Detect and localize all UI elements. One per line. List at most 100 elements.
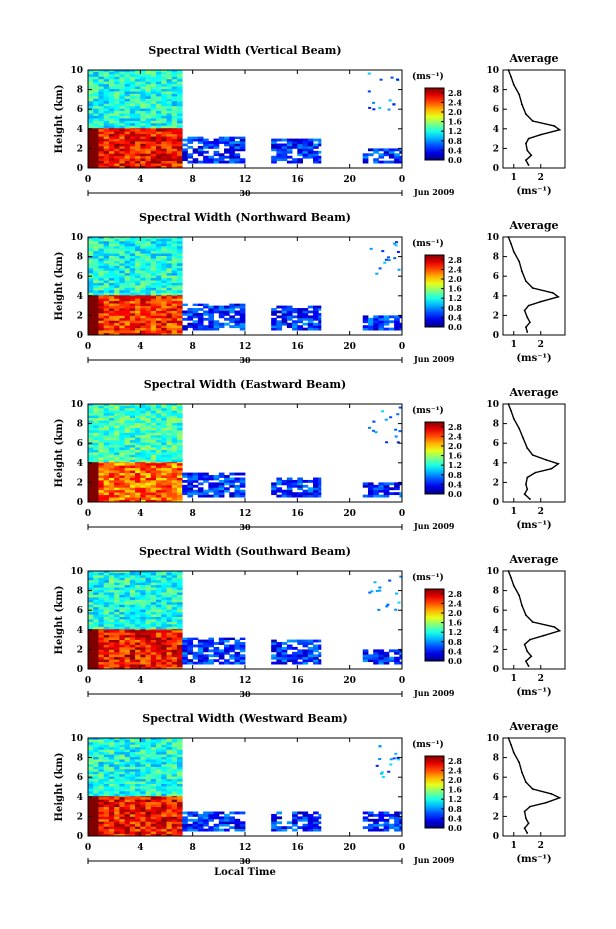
heatmap-cell (213, 651, 220, 655)
heatmap-cell (129, 818, 136, 822)
heatmap-cell (129, 427, 136, 431)
heatmap-cell (156, 308, 162, 311)
heatmap-cell (171, 664, 178, 667)
heatmap-cell (140, 584, 146, 588)
heatmap-cell (93, 272, 99, 276)
heatmap-cell (98, 282, 105, 286)
heatmap-cell (135, 614, 141, 617)
heatmap-cell (171, 749, 178, 753)
heatmap-cell (302, 312, 309, 316)
heatmap-cell (129, 823, 136, 827)
heatmap-cell (145, 105, 152, 109)
heatmap-cell (108, 781, 115, 784)
heatmap-cell (145, 462, 152, 466)
heatmap-cell (114, 141, 120, 144)
average-y-tick-label: 6 (493, 272, 499, 282)
heatmap-cell (124, 404, 131, 406)
heatmap-cell (140, 494, 146, 498)
heatmap-cell (373, 150, 379, 154)
heatmap-cell (229, 305, 235, 309)
heatmap-cell (129, 778, 136, 782)
heatmap-cell (150, 405, 157, 409)
heatmap-cell (129, 308, 136, 311)
heatmap-cell (176, 614, 183, 617)
heatmap-cell (103, 637, 110, 640)
heatmap-cell (150, 467, 157, 471)
heatmap-cell (124, 88, 131, 92)
heatmap-cell (114, 642, 120, 645)
heatmap-cell (135, 788, 141, 792)
heatmap-cell (108, 571, 115, 573)
heatmap-cell (166, 793, 173, 797)
heatmap-cell (135, 482, 141, 486)
heatmap-cell (93, 646, 99, 650)
heatmap-cell (98, 243, 105, 247)
heatmap-cell (166, 253, 173, 257)
heatmap-cell (229, 320, 235, 324)
heatmap-cell (378, 649, 385, 653)
heatmap-cell (156, 310, 162, 314)
heatmap-cell (166, 285, 173, 288)
heatmap-cell (124, 664, 131, 667)
heatmap-cell (98, 452, 105, 455)
heatmap-cell (103, 237, 110, 239)
heatmap-cell (135, 783, 141, 787)
heatmap-cell (176, 88, 183, 92)
heatmap-cell (103, 95, 110, 99)
heatmap-cell (103, 289, 110, 293)
heatmap-cell (135, 821, 141, 825)
heatmap-cell (119, 404, 126, 406)
heatmap-cell (108, 771, 115, 775)
heatmap-cell (171, 811, 178, 815)
heatmap-cell (124, 497, 131, 500)
heatmap-cell (119, 497, 126, 500)
heatmap-cell (88, 751, 94, 755)
heatmap-cell (129, 761, 136, 765)
heatmap-cell (150, 415, 157, 419)
heatmap-cell (271, 489, 277, 493)
heatmap-cell (375, 272, 379, 275)
heatmap-cell (103, 437, 110, 441)
heatmap-cell (156, 644, 162, 648)
heatmap-cell (93, 163, 99, 166)
heatmap-cell (150, 410, 157, 414)
heatmap-cell (98, 315, 105, 319)
heatmap-cell (399, 315, 403, 319)
heatmap-cell (161, 596, 167, 600)
heatmap-cell (171, 265, 178, 269)
heatmap-cell (88, 98, 94, 102)
heatmap-cell (108, 656, 115, 660)
heatmap-cell (213, 320, 220, 324)
heatmap-cell (171, 289, 178, 293)
heatmap-cell (276, 654, 283, 658)
heatmap-cell (119, 651, 126, 655)
heatmap-cell (93, 781, 99, 784)
heatmap-cell (135, 470, 141, 473)
heatmap-cell (114, 793, 120, 797)
heatmap-cell (108, 447, 115, 450)
heatmap-cell (161, 467, 167, 471)
heatmap-cell (176, 759, 183, 762)
heatmap-cell (129, 462, 136, 466)
heatmap-cell (93, 81, 99, 85)
heatmap-cell (297, 138, 303, 142)
heatmap-cell (124, 265, 131, 269)
heatmap-cell (114, 131, 120, 135)
heatmap-cell (276, 659, 283, 663)
heatmap-cell (98, 809, 105, 812)
heatmap-cell (140, 303, 146, 306)
heatmap-cell (98, 492, 105, 496)
heatmap-cell (156, 282, 162, 286)
heatmap-cell (145, 831, 152, 834)
heatmap-cell (103, 761, 110, 765)
heatmap-cell (213, 141, 220, 144)
heatmap-cell (203, 642, 209, 645)
heatmap-cell (150, 113, 157, 116)
heatmap-cell (197, 148, 204, 152)
heatmap-cell (135, 260, 141, 264)
heatmap-cell (197, 141, 204, 144)
y-tick-label: 10 (70, 400, 83, 410)
heatmap-cell (119, 616, 126, 620)
heatmap-cell (399, 494, 403, 498)
heatmap-cell (98, 751, 105, 755)
